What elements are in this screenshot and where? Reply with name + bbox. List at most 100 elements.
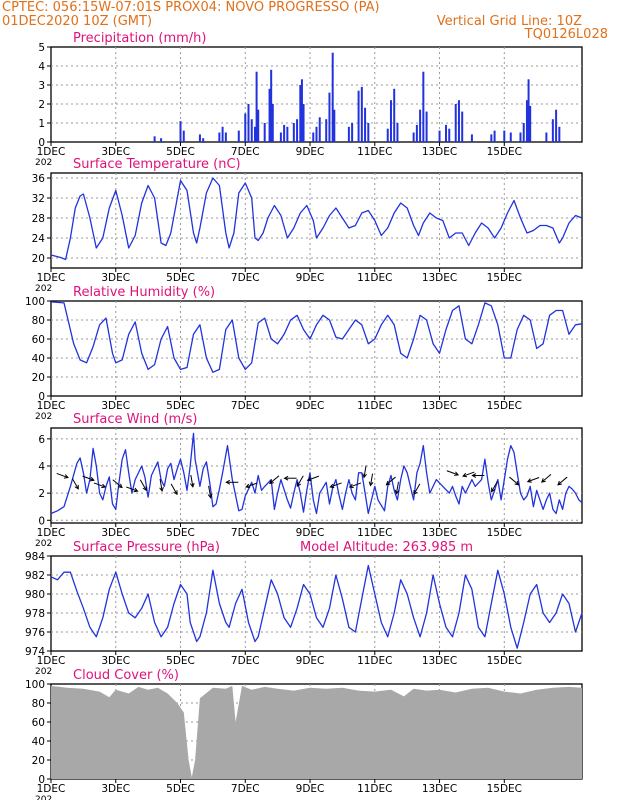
- wind-wind-arrow: [296, 475, 304, 487]
- precip-bar: [160, 138, 163, 142]
- header-model-code: TQ0126L028: [524, 27, 608, 42]
- temp-y-tick-label: 36: [32, 173, 46, 185]
- pressure-note: Model Altitude: 263.985 m: [300, 540, 473, 555]
- wind-wind-arrow: [541, 473, 552, 483]
- precip-bar: [283, 124, 286, 142]
- temp-x-tick-label: 13DEC: [422, 272, 457, 284]
- temp-y-tick-label: 24: [32, 233, 46, 245]
- wind-wind-arrow: [527, 477, 540, 483]
- precip-y-tick-label: 3: [38, 80, 45, 92]
- precip-bar: [454, 104, 457, 142]
- rh-frame: [50, 300, 583, 397]
- precip-x-tick-label: 11DEC: [357, 146, 392, 158]
- wind-wind-arrow-head: [491, 487, 496, 493]
- cloud-x-tick-label: 15DEC: [487, 783, 522, 795]
- wind-wind-arrow: [112, 479, 123, 488]
- pressure-title: Surface Pressure (hPa): [73, 540, 220, 555]
- cloud-x-tick-label: 7DEC: [231, 783, 260, 795]
- precip-bar: [244, 113, 247, 142]
- wind-x-tick-label: 3DEC: [101, 527, 130, 539]
- precip-x-tick-label: 9DEC: [296, 146, 325, 158]
- precip-bar: [545, 132, 548, 142]
- pressure-y-tick-label: 982: [25, 570, 45, 582]
- precip-bar: [364, 107, 367, 142]
- temp-x-tick-label: 15DEC: [487, 272, 522, 284]
- pressure-y-tick-label: 974: [25, 646, 45, 658]
- wind-wind-arrow: [349, 482, 362, 488]
- rh-x-tick-label: 11DEC: [357, 400, 392, 412]
- precip-bar: [347, 126, 350, 142]
- wind-wind-arrow-head: [329, 483, 335, 489]
- pressure-x-tick-label: 7DEC: [231, 655, 260, 667]
- rh-series-line: [50, 301, 583, 373]
- cloud-year-label: 202: [35, 795, 52, 800]
- precip-bar: [325, 119, 328, 142]
- precip-bar: [415, 124, 418, 142]
- precip-bar: [296, 119, 299, 142]
- temp-x-tick-label: 5DEC: [166, 272, 195, 284]
- wind-wind-arrow-head: [133, 487, 139, 493]
- wind-wind-arrow-head: [306, 476, 312, 482]
- wind-wind-arrow-head: [462, 472, 468, 478]
- precip-bar: [490, 134, 493, 142]
- precip-bar: [425, 111, 428, 142]
- precip-bar: [457, 100, 460, 142]
- cloud-x-tick-label: 1DEC: [37, 783, 66, 795]
- wind-wind-arrow-head: [269, 479, 274, 485]
- pressure-y-tick-label: 984: [25, 551, 45, 563]
- wind-wind-arrow: [71, 478, 79, 490]
- precip-x-tick-label: 1DEC: [37, 146, 66, 158]
- precip-bar: [445, 124, 448, 142]
- wind-y-tick-label: 6: [38, 434, 45, 446]
- rh-y-tick-label: 60: [32, 334, 45, 346]
- cloud-area: [51, 685, 582, 779]
- header-station: CPTEC: 056:15W-07:01S PROX04: NOVO PROGR…: [2, 0, 380, 15]
- pressure-y-tick-label: 978: [25, 608, 45, 620]
- wind-wind-arrow: [370, 473, 374, 486]
- precip-bar: [419, 109, 422, 142]
- precip-bar: [461, 111, 464, 142]
- wind-wind-arrow: [491, 480, 498, 492]
- precip-bar: [299, 85, 302, 142]
- pressure-x-tick-label: 13DEC: [422, 655, 457, 667]
- precip-bar: [422, 71, 425, 142]
- wind-wind-arrow: [82, 475, 95, 481]
- wind-wind-arrow-head: [348, 483, 354, 489]
- pressure-x-tick-label: 3DEC: [101, 655, 130, 667]
- wind-wind-arrow-head: [385, 480, 391, 486]
- wind-wind-arrow-head: [471, 473, 477, 478]
- wind-wind-arrow: [395, 481, 399, 494]
- wind-wind-arrow: [462, 471, 475, 477]
- cloud-y-tick-label: 40: [32, 736, 45, 748]
- precip-bar: [509, 132, 512, 142]
- precip-x-tick-label: 7DEC: [231, 146, 260, 158]
- precip-bar: [250, 119, 253, 142]
- precip-bar: [312, 132, 315, 142]
- pressure-frame: [50, 555, 583, 652]
- wind-wind-arrow: [330, 482, 342, 488]
- precip-bar: [153, 136, 156, 142]
- temp-x-tick-label: 7DEC: [231, 272, 260, 284]
- precip-y-tick-label: 5: [38, 42, 45, 54]
- wind-frame: [50, 427, 583, 524]
- precip-y-tick-label: 2: [38, 99, 45, 111]
- cloud-x-tick-label: 13DEC: [422, 783, 457, 795]
- precip-bar: [198, 134, 201, 142]
- precip-bar: [257, 109, 260, 142]
- rh-x-tick-label: 13DEC: [422, 400, 457, 412]
- precip-bar: [271, 104, 274, 142]
- wind-wind-arrow: [386, 476, 396, 486]
- temp-x-tick-label: 9DEC: [296, 272, 325, 284]
- pressure-y-tick-label: 976: [25, 627, 45, 639]
- wind-wind-arrow-head: [557, 480, 563, 486]
- wind-wind-arrow-head: [207, 493, 213, 499]
- precip-bar: [328, 92, 331, 142]
- precip-bar: [247, 104, 250, 142]
- cloud-x-tick-label: 11DEC: [357, 783, 392, 795]
- temp-y-tick-label: 20: [32, 253, 45, 265]
- wind-wind-arrow-head: [142, 486, 147, 492]
- pressure-x-tick-label: 15DEC: [487, 655, 522, 667]
- wind-wind-arrow-head: [394, 489, 400, 495]
- wind-wind-arrow-head: [89, 476, 95, 482]
- precip-bar: [292, 123, 295, 142]
